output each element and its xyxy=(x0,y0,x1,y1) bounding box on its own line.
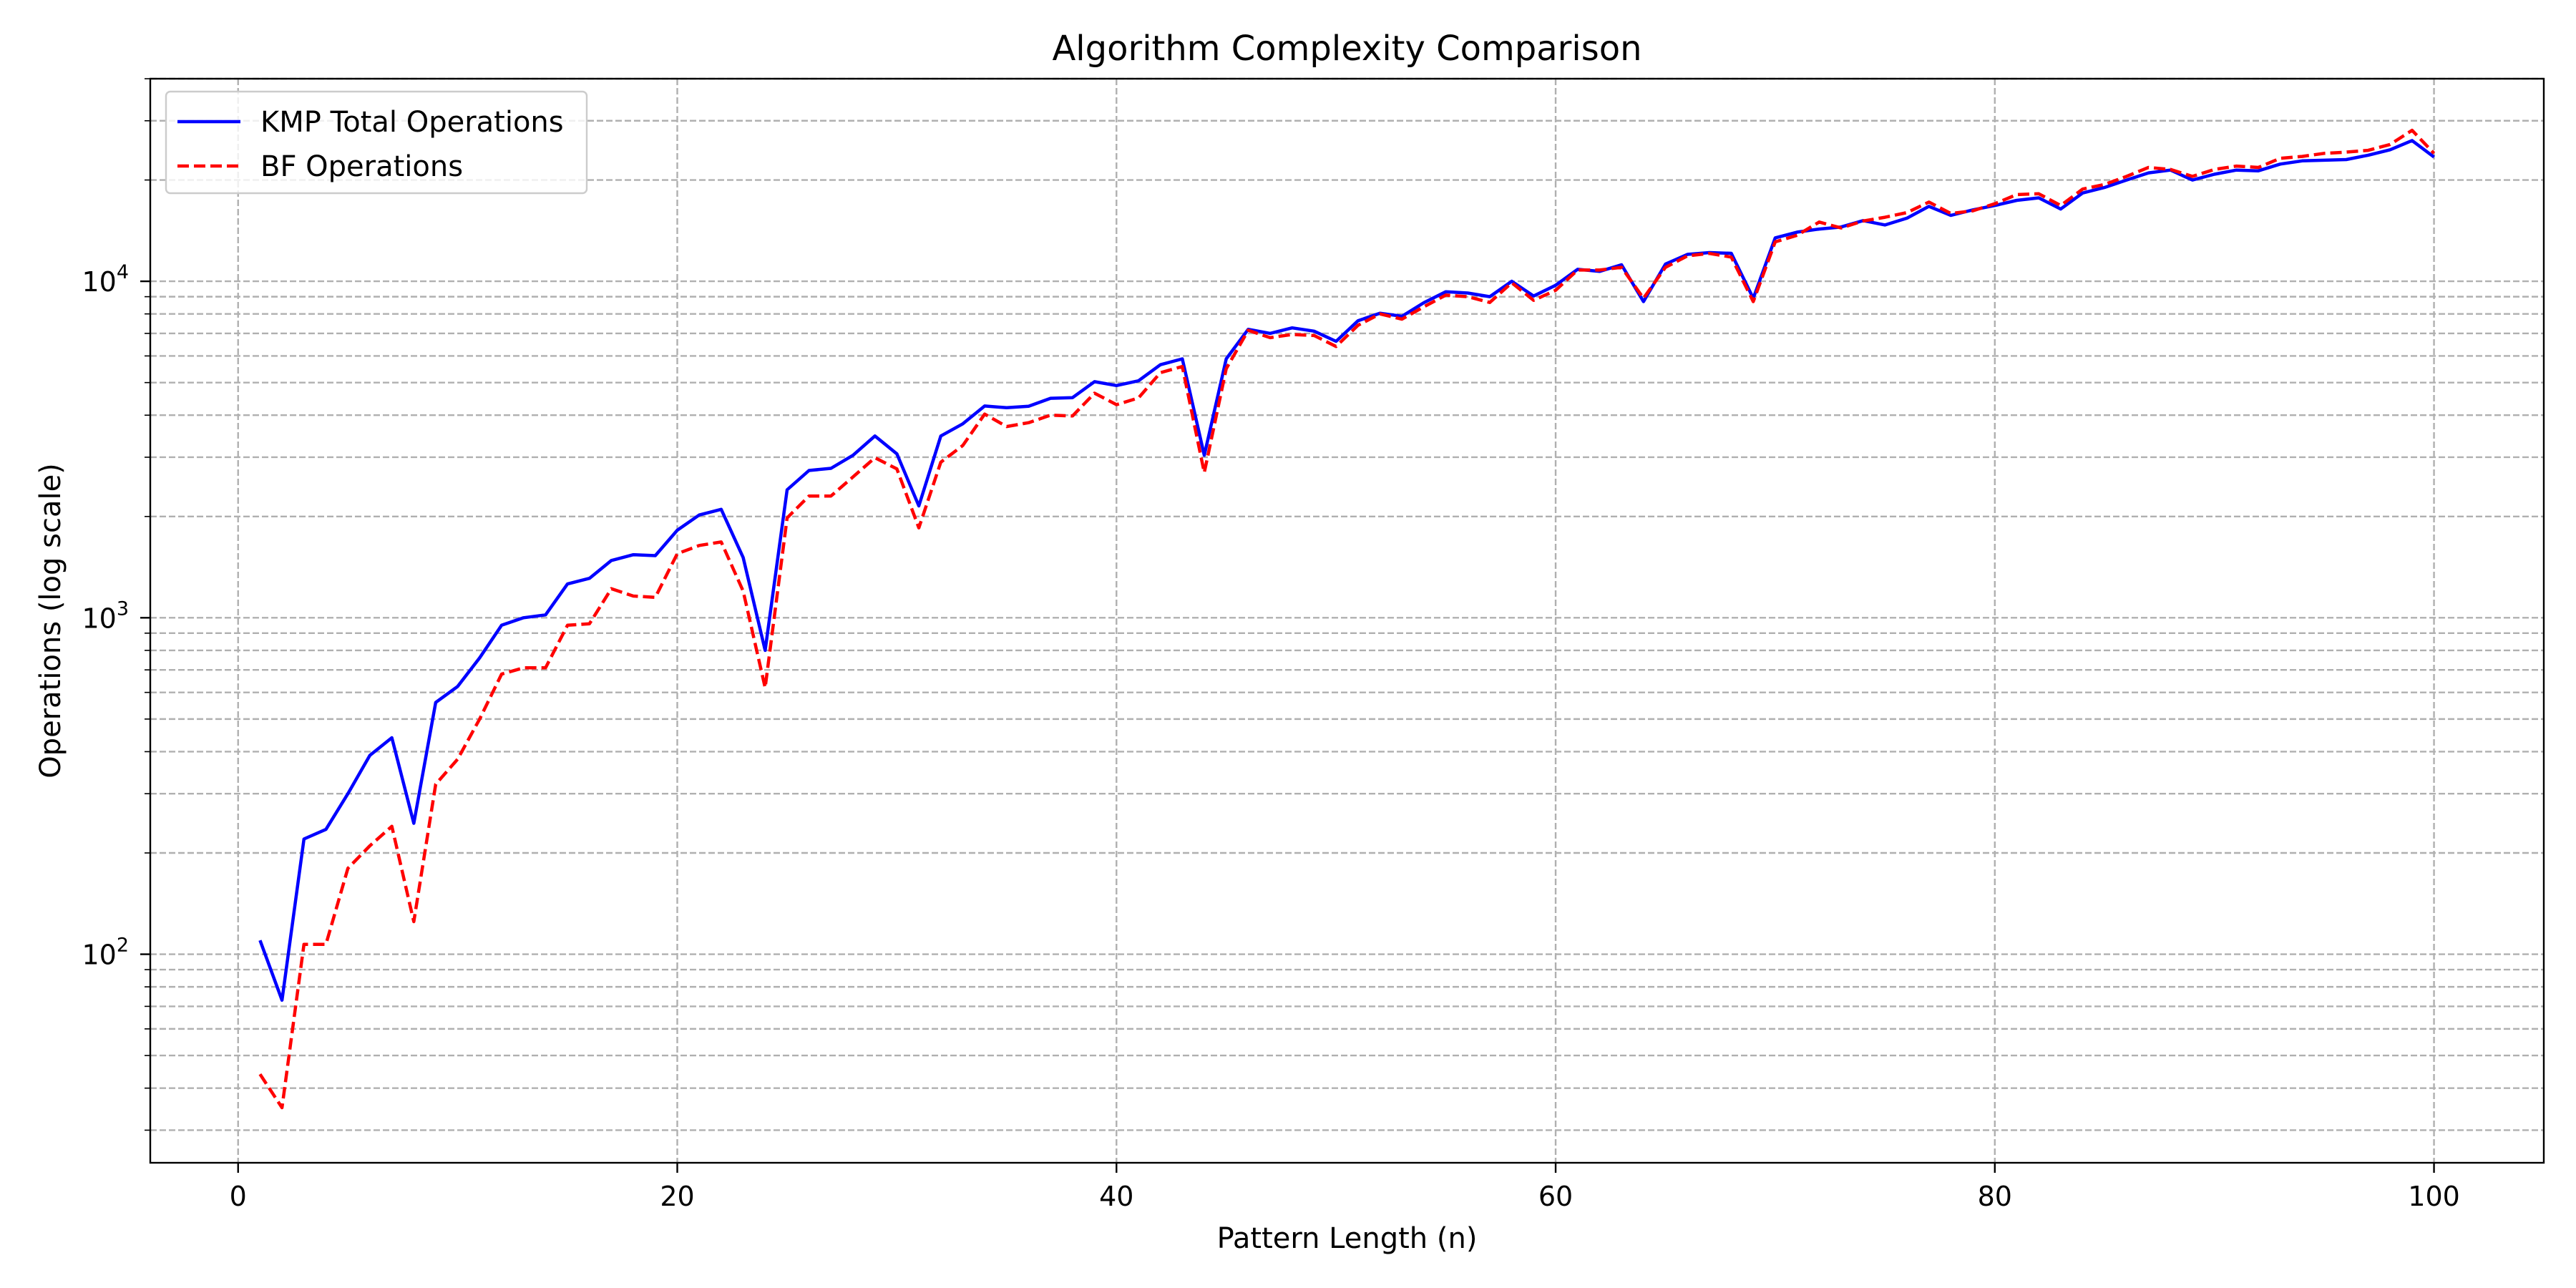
x-tick-label-4: 80 xyxy=(1978,1181,2012,1212)
x-tick-label-1: 20 xyxy=(660,1181,694,1212)
legend-box xyxy=(165,90,588,195)
tick-layer: 0 20 40 60 80 100 102 103 104 xyxy=(82,78,2460,1212)
legend: KMP Total Operations BF Operations xyxy=(165,90,588,195)
legend-label-bf: BF Operations xyxy=(260,150,463,183)
grid-layer xyxy=(150,77,2544,1163)
y-tick-label-1: 103 xyxy=(82,597,129,634)
legend-label-kmp: KMP Total Operations xyxy=(260,106,564,139)
x-tick-label-0: 0 xyxy=(230,1181,247,1212)
chart-title: Algorithm Complexity Comparison xyxy=(1052,29,1641,69)
series-line-bf xyxy=(258,128,2436,1110)
series-line-kmp xyxy=(258,139,2435,1002)
y-tick-label-2: 104 xyxy=(82,261,129,298)
x-axis-label: Pattern Length (n) xyxy=(1217,1222,1478,1255)
x-tick-label-5: 100 xyxy=(2408,1181,2460,1212)
series-layer xyxy=(258,128,2436,1110)
x-tick-label-3: 60 xyxy=(1538,1181,1573,1212)
y-tick-label-0: 102 xyxy=(82,935,129,971)
x-tick-label-2: 40 xyxy=(1099,1181,1133,1212)
plot-frame xyxy=(149,77,2545,1164)
y-axis-label: Operations (log scale) xyxy=(34,463,67,779)
